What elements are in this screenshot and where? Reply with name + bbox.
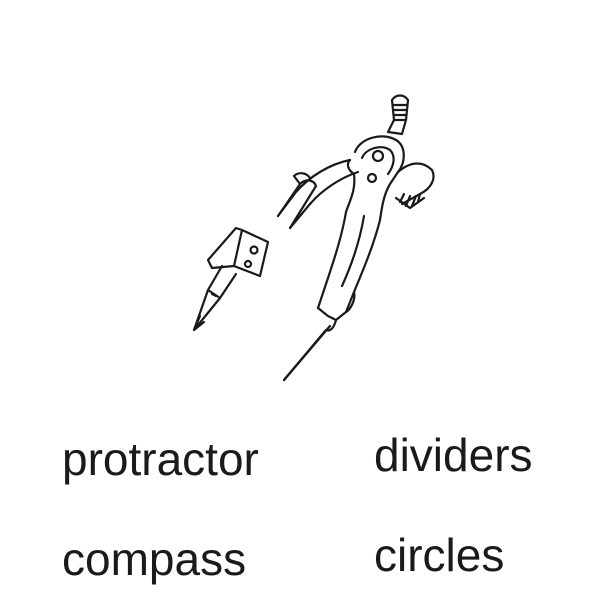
drawing-compass-icon (192, 94, 435, 382)
option-compass[interactable]: compass (62, 533, 247, 585)
option-circles[interactable]: circles (374, 529, 505, 581)
option-dividers[interactable]: dividers (374, 429, 533, 481)
option-protractor[interactable]: protractor (62, 433, 259, 485)
